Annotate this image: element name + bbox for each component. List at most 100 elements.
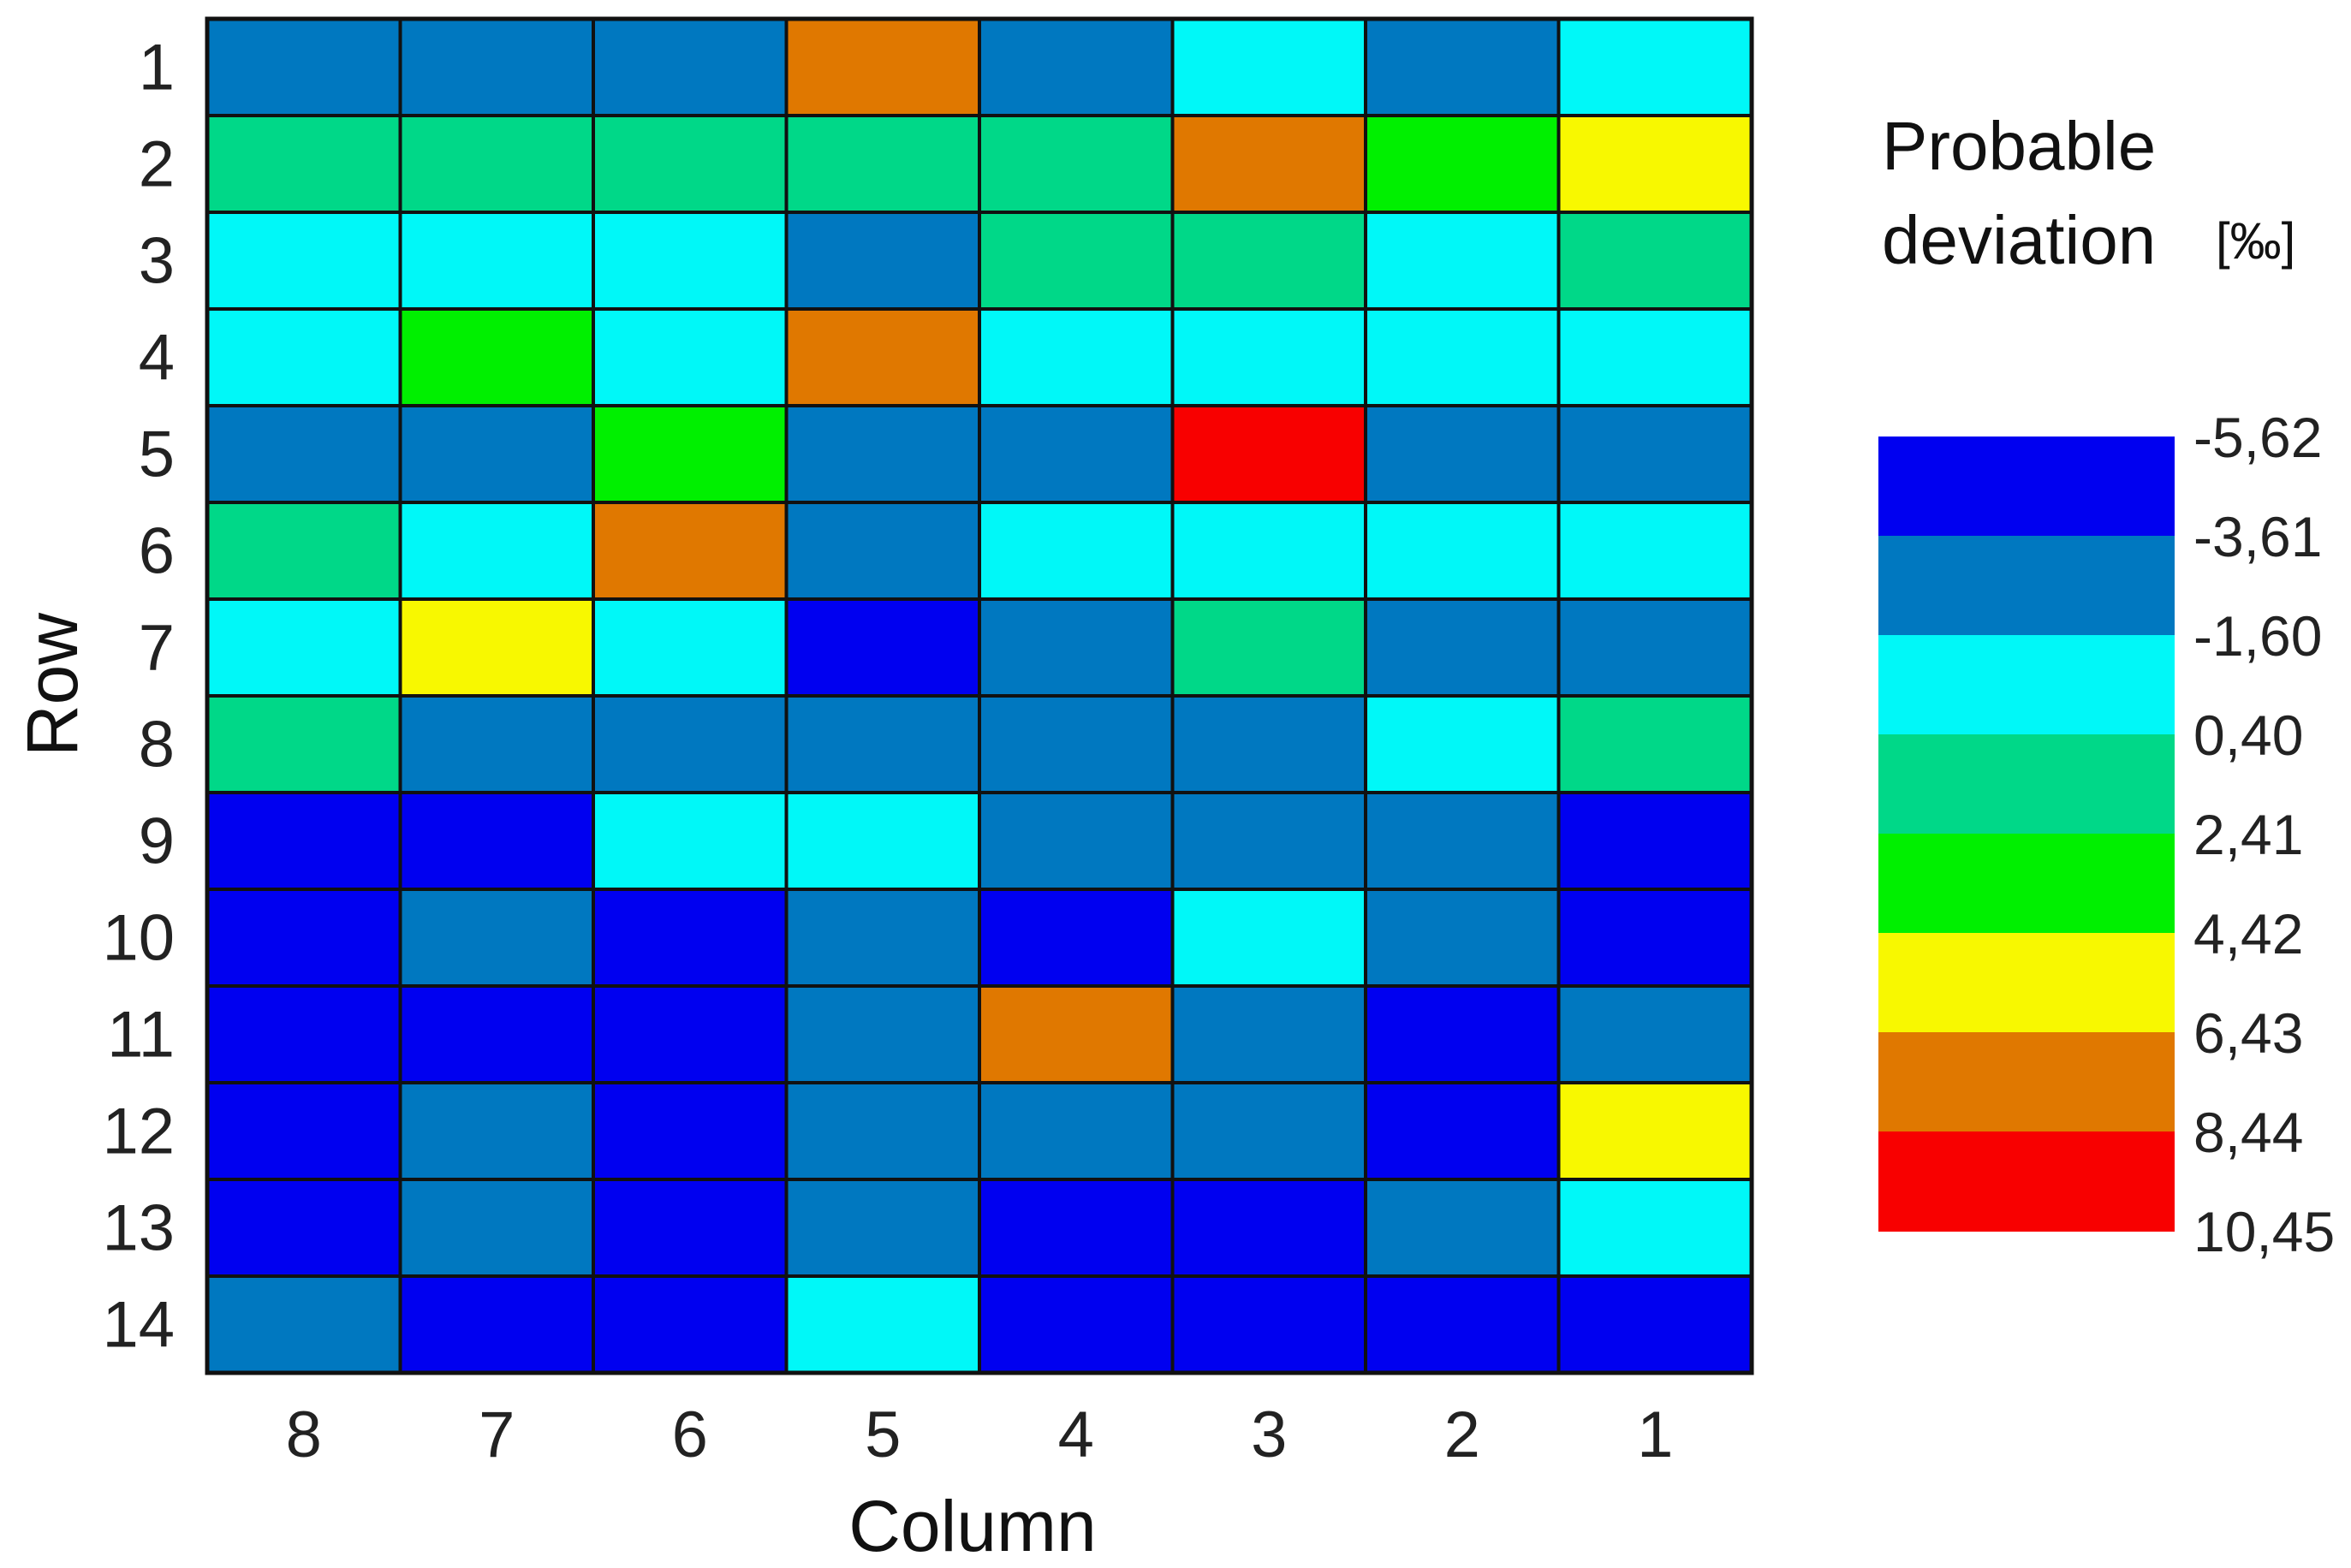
heatmap-cell-r6-c7 <box>398 501 595 601</box>
heatmap-cell-r10-c7 <box>398 888 595 988</box>
legend-swatch-6 <box>1878 933 2175 1033</box>
heatmap-cell-r3-c2 <box>1364 211 1561 311</box>
heatmap-cell-r11-c5 <box>784 984 981 1084</box>
heatmap-cell-r9-c7 <box>398 791 595 891</box>
heatmap-cell-r13-c1 <box>1556 1178 1753 1278</box>
heatmap-cell-r4-c8 <box>205 307 402 407</box>
legend-tick-7: 6,43 <box>2193 1001 2303 1065</box>
heatmap-cell-r10-c8 <box>205 888 402 988</box>
row-tick-3: 3 <box>139 225 175 298</box>
heatmap-cell-r6-c5 <box>784 501 981 601</box>
heatmap-cell-r12-c8 <box>205 1081 402 1181</box>
legend-tick-1: -5,62 <box>2193 406 2322 469</box>
heatmap-cell-r14-c8 <box>205 1274 402 1375</box>
heatmap-cell-r8-c3 <box>1170 694 1367 794</box>
heatmap-cell-r5-c8 <box>205 404 402 504</box>
heatmap-cell-r8-c1 <box>1556 694 1753 794</box>
heatmap-cell-r13-c3 <box>1170 1178 1367 1278</box>
heatmap-cell-r3-c4 <box>978 211 1175 311</box>
column-tick-7: 7 <box>479 1399 515 1471</box>
row-tick-2: 2 <box>139 128 175 201</box>
legend-swatches <box>1878 437 2175 1232</box>
heatmap-cell-r2-c5 <box>784 114 981 214</box>
heatmap-cell-r3-c3 <box>1170 211 1367 311</box>
heatmap-cell-r11-c2 <box>1364 984 1561 1084</box>
heatmap-cell-r3-c5 <box>784 211 981 311</box>
heatmap-cell-r12-c6 <box>592 1081 789 1181</box>
legend-tick-6: 4,42 <box>2193 902 2303 965</box>
heatmap-cell-r10-c2 <box>1364 888 1561 988</box>
heatmap-cell-r7-c3 <box>1170 597 1367 698</box>
heatmap-cell-r14-c3 <box>1170 1274 1367 1375</box>
heatmap-cell-r2-c7 <box>398 114 595 214</box>
heatmap-cell-r9-c3 <box>1170 791 1367 891</box>
row-tick-8: 8 <box>139 709 175 781</box>
row-tick-11: 11 <box>107 999 175 1072</box>
heatmap-cell-r8-c4 <box>978 694 1175 794</box>
heatmap-cell-r3-c7 <box>398 211 595 311</box>
heatmap-cell-r9-c5 <box>784 791 981 891</box>
heatmap-cell-r12-c7 <box>398 1081 595 1181</box>
legend-tick-4: 0,40 <box>2193 704 2303 767</box>
column-tick-2: 2 <box>1444 1399 1480 1471</box>
heatmap-cell-r7-c4 <box>978 597 1175 698</box>
heatmap-cell-r4-c2 <box>1364 307 1561 407</box>
heatmap-cell-r8-c2 <box>1364 694 1561 794</box>
heatmap-cell-r9-c6 <box>592 791 789 891</box>
heatmap-cell-r13-c4 <box>978 1178 1175 1278</box>
heatmap-cell-r9-c1 <box>1556 791 1753 891</box>
heatmap-cell-r4-c7 <box>398 307 595 407</box>
row-tick-1: 1 <box>139 32 175 104</box>
heatmap-cell-r4-c5 <box>784 307 981 407</box>
heatmap-cell-r2-c3 <box>1170 114 1367 214</box>
legend-swatch-2 <box>1878 536 2175 636</box>
legend-swatch-8 <box>1878 1131 2175 1232</box>
heatmap-cell-r7-c2 <box>1364 597 1561 698</box>
heatmap-cell-r6-c3 <box>1170 501 1367 601</box>
heatmap-cell-r2-c2 <box>1364 114 1561 214</box>
heatmap-cell-r7-c6 <box>592 597 789 698</box>
heatmap-cell-r12-c1 <box>1556 1081 1753 1181</box>
heatmap-cell-r1-c2 <box>1364 17 1561 117</box>
heatmap-cell-r3-c1 <box>1556 211 1753 311</box>
heatmap-cells <box>205 16 1754 1375</box>
heatmap-cell-r11-c1 <box>1556 984 1753 1084</box>
heatmap-cell-r8-c7 <box>398 694 595 794</box>
heatmap-cell-r13-c6 <box>592 1178 789 1278</box>
heatmap-cell-r14-c7 <box>398 1274 595 1375</box>
legend-tick-9: 10,45 <box>2193 1200 2335 1263</box>
legend-swatch-4 <box>1878 734 2175 834</box>
heatmap-cell-r2-c1 <box>1556 114 1753 214</box>
legend-tick-8: 8,44 <box>2193 1101 2303 1164</box>
legend-unit: [‰] <box>2216 212 2295 270</box>
heatmap-cell-r5-c5 <box>784 404 981 504</box>
heatmap-cell-r2-c6 <box>592 114 789 214</box>
heatmap-cell-r9-c4 <box>978 791 1175 891</box>
legend-tick-3: -1,60 <box>2193 604 2322 668</box>
row-tick-12: 12 <box>102 1096 175 1168</box>
heatmap-cell-r12-c5 <box>784 1081 981 1181</box>
heatmap-cell-r11-c3 <box>1170 984 1367 1084</box>
row-tick-9: 9 <box>139 805 175 878</box>
legend-tick-5: 2,41 <box>2193 803 2303 866</box>
row-tick-7: 7 <box>139 612 175 685</box>
row-tick-5: 5 <box>139 419 175 491</box>
heatmap-cell-r4-c6 <box>592 307 789 407</box>
heatmap-cell-r4-c4 <box>978 307 1175 407</box>
legend-tick-2: -3,61 <box>2193 505 2322 568</box>
heatmap-cell-r5-c4 <box>978 404 1175 504</box>
heatmap-cell-r2-c8 <box>205 114 402 214</box>
heatmap-cell-r14-c5 <box>784 1274 981 1375</box>
heatmap-cell-r4-c3 <box>1170 307 1367 407</box>
heatmap-cell-r4-c1 <box>1556 307 1753 407</box>
heatmap-cell-r5-c6 <box>592 404 789 504</box>
heatmap-cell-r2-c4 <box>978 114 1175 214</box>
heatmap-cell-r10-c3 <box>1170 888 1367 988</box>
heatmap-cell-r8-c5 <box>784 694 981 794</box>
heatmap-cell-r6-c1 <box>1556 501 1753 601</box>
heatmap-cell-r1-c3 <box>1170 17 1367 117</box>
heatmap-cell-r1-c1 <box>1556 17 1753 117</box>
row-tick-6: 6 <box>139 515 175 588</box>
